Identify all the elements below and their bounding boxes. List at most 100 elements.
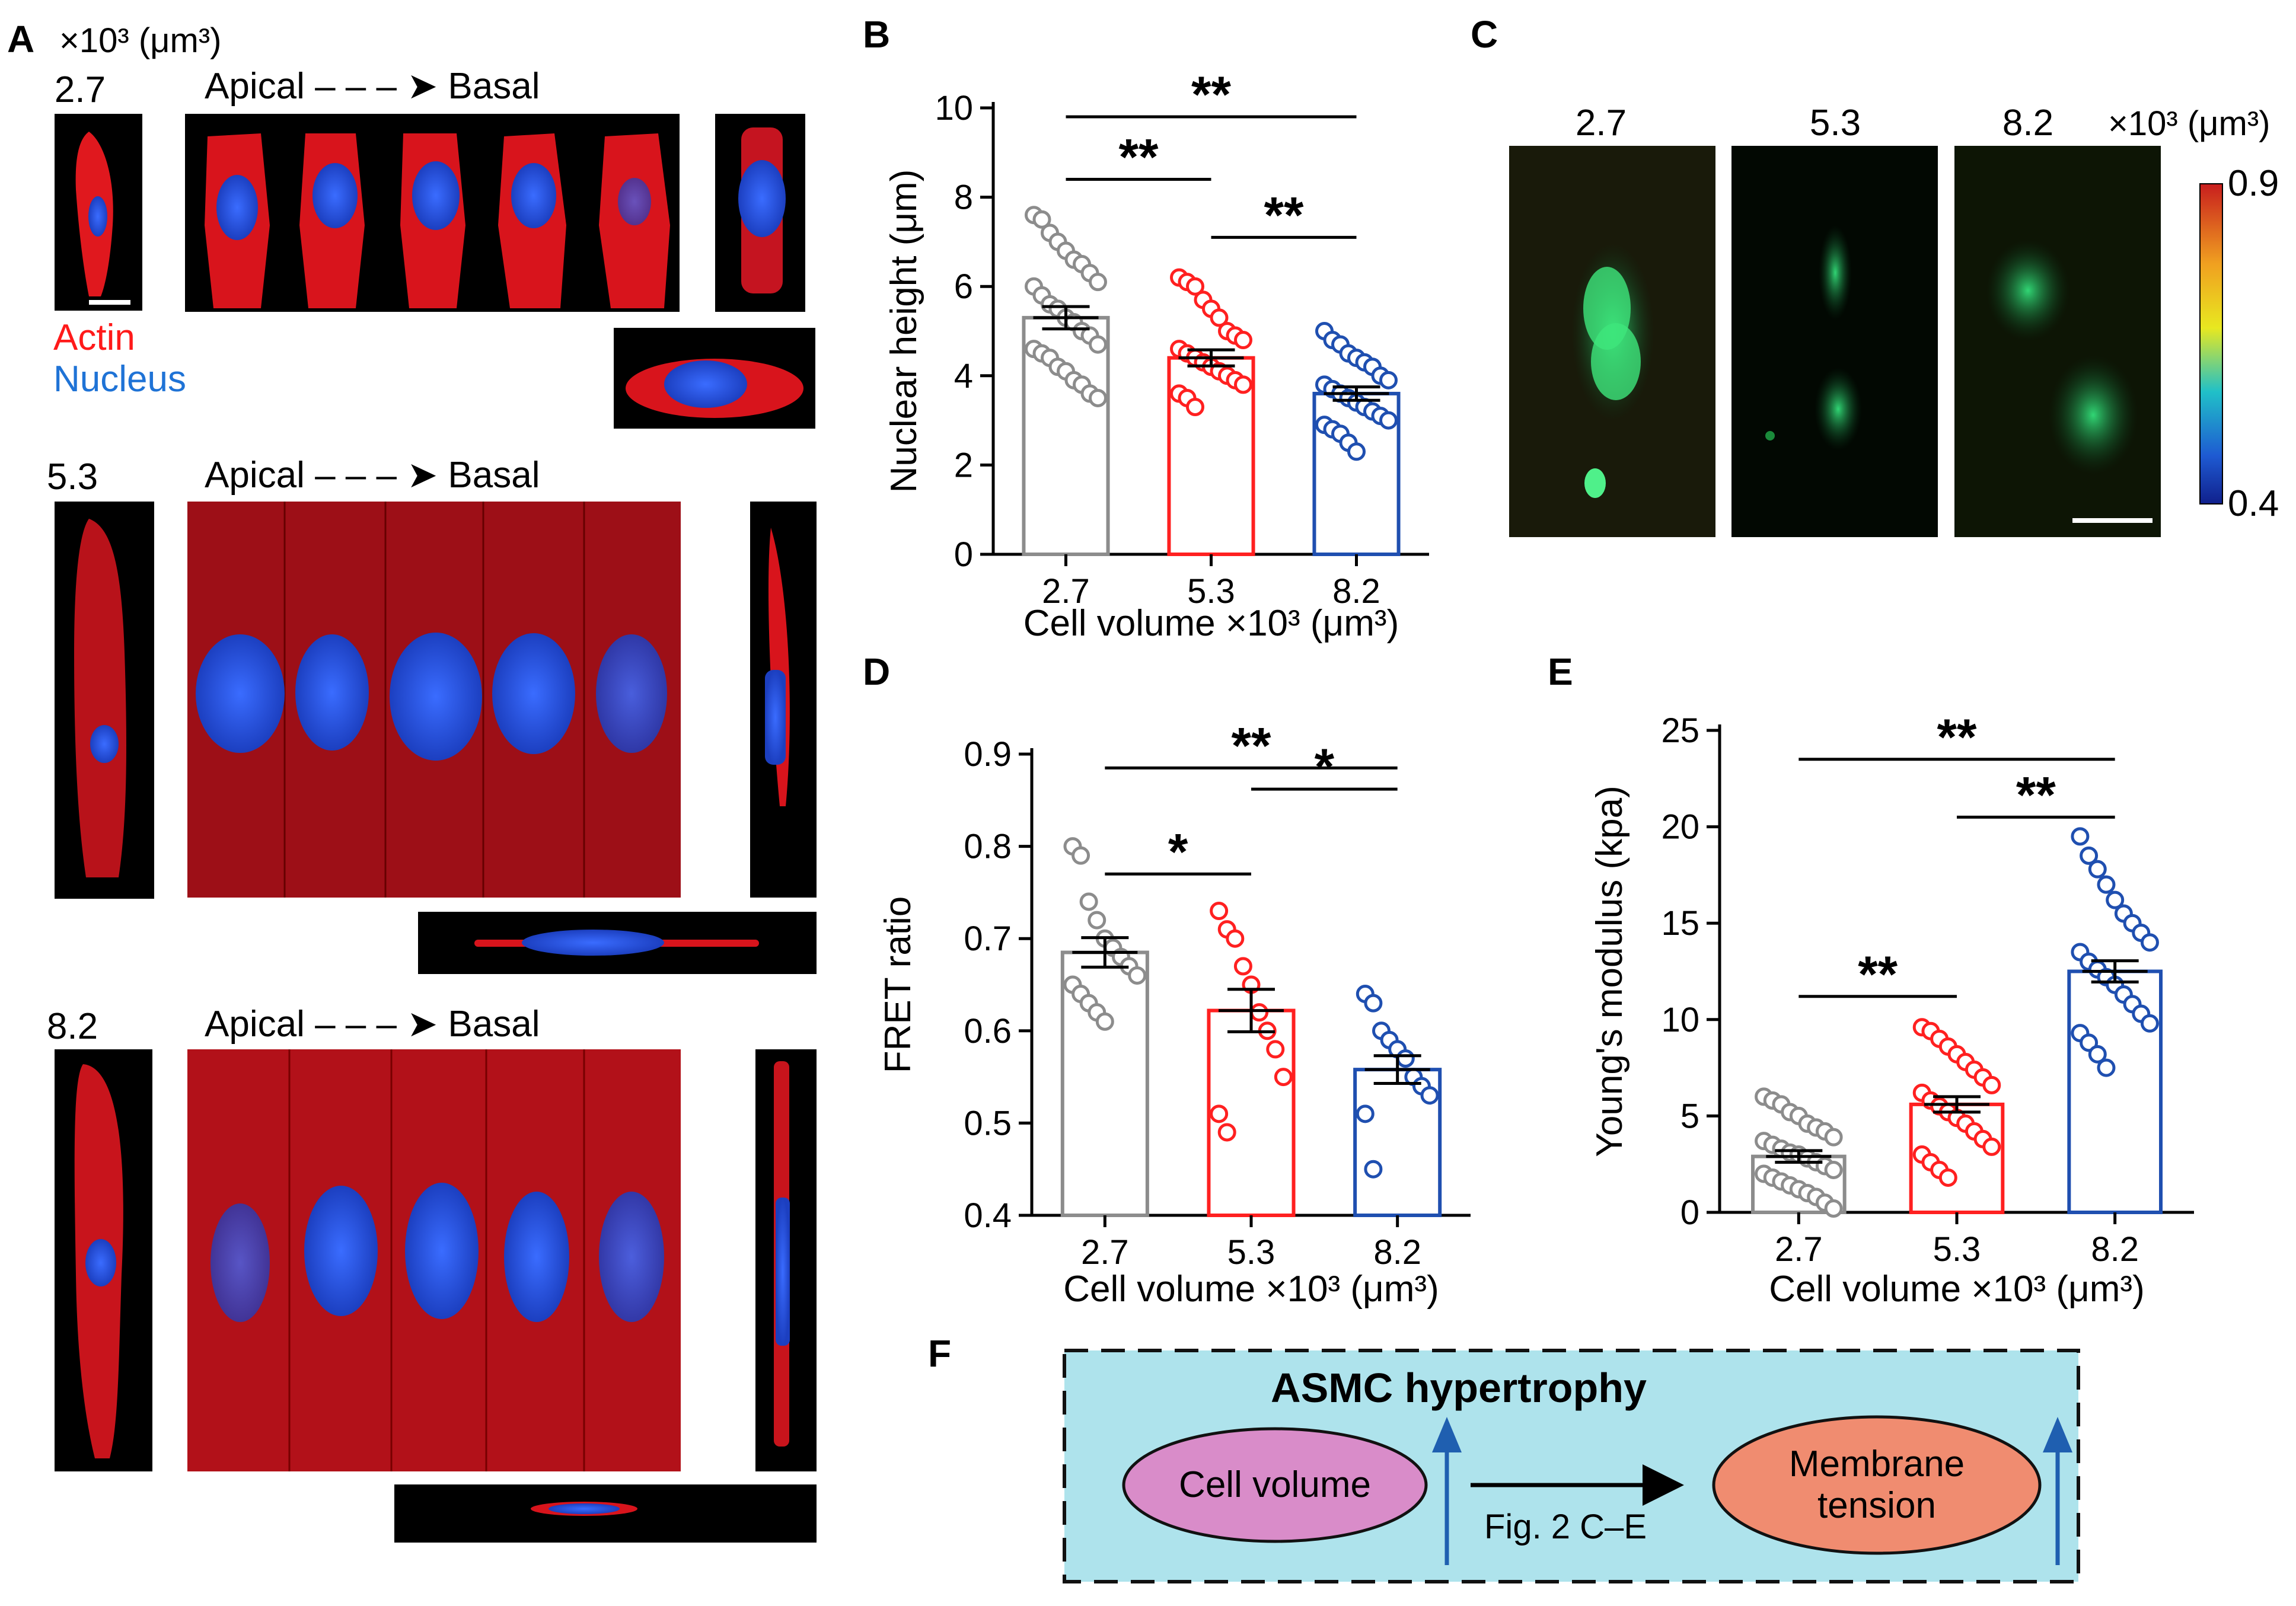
panel-c: C 2.7 5.3 8.2 ×10³ (μm³) 0.9 (1471, 13, 2279, 537)
data-point (1379, 371, 1398, 389)
data-point (1982, 1075, 2001, 1094)
f-arrow-label: Fig. 2 C–E (1484, 1508, 1647, 1546)
panel-b-label: B (863, 13, 890, 56)
y-tick-label: 25 (1661, 711, 1699, 750)
y-tick-label: 4 (954, 357, 973, 395)
data-point (1186, 398, 1205, 417)
x-axis-title: Cell volume ×10³ (μm³) (1023, 603, 1399, 644)
f-right-node-line2: tension (1817, 1485, 1936, 1526)
data-point (1347, 442, 1366, 461)
a-row-1-whole-cell (55, 114, 142, 311)
f-right-node (1712, 1415, 2042, 1555)
data-point (1356, 1104, 1375, 1123)
a-row-3: 8.2 Apical – – – ➤ Basal (47, 1004, 817, 1543)
y-axis-title: Young's modulus (kpa) (1589, 786, 1630, 1157)
data-point (1824, 1128, 1843, 1147)
data-point (2140, 933, 2159, 952)
a-row-2-volume: 5.3 (47, 456, 98, 497)
data-point (2088, 860, 2107, 879)
y-tick-label: 0 (1680, 1193, 1699, 1232)
chart-b: B 0 2 4 6 8 10 Nuclear height (μm) 2.7 5.3 8.2 ** *… (863, 13, 1429, 644)
a-row-3-zstack (187, 1049, 681, 1471)
data-point (1274, 1068, 1293, 1087)
y-tick-label: 0.9 (964, 735, 1012, 774)
panel-c-label: C (1471, 13, 1498, 56)
a-row-1-xz-view (614, 328, 815, 429)
f-title: ASMC hypertrophy (1271, 1365, 1647, 1411)
c-volume-2: 5.3 (1810, 103, 1861, 143)
y-tick-label: 10 (935, 89, 973, 127)
a-row-3-direction: Apical – – – ➤ Basal (205, 1004, 540, 1045)
data-point (2140, 1014, 2159, 1033)
panel-a: A ×10³ (μm³) Actin Nucleus 2.7 Apical – … (7, 18, 817, 1543)
c-volume-3: 8.2 (2002, 103, 2053, 143)
significance-label: ** (1858, 946, 1898, 1003)
data-point (2080, 846, 2099, 865)
data-point (1364, 994, 1383, 1013)
y-tick-label: 0.8 (964, 828, 1012, 866)
a-row-2-side-view (750, 502, 817, 898)
panel-a-unit-label: ×10³ (μm³) (59, 21, 222, 60)
x-tick-label: 5.3 (1187, 572, 1235, 611)
legend-actin: Actin (53, 317, 135, 358)
panel-d-label: D (863, 650, 890, 693)
c-colorbar: 0.9 0.4 (2199, 163, 2279, 524)
data-point (1233, 375, 1252, 394)
significance-label: ** (1191, 66, 1231, 123)
a-row-3-side-view (755, 1049, 817, 1471)
data-point (1128, 966, 1147, 985)
data-point (2106, 890, 2125, 909)
x-tick-label: 5.3 (1933, 1230, 1981, 1269)
data-point (1266, 1040, 1285, 1059)
c-unit-label: ×10³ (μm³) (2108, 104, 2271, 143)
legend-nucleus: Nucleus (53, 359, 186, 400)
y-axis-title: FRET ratio (878, 896, 919, 1074)
data-point (1210, 1104, 1229, 1123)
y-tick-label: 0.6 (964, 1012, 1012, 1051)
a-row-1-side-view (715, 114, 805, 312)
significance-label: ** (1232, 717, 1271, 774)
data-point (1210, 902, 1229, 921)
data-point (2097, 1058, 2116, 1077)
data-point (1088, 388, 1107, 407)
y-tick-label: 0 (954, 535, 973, 574)
significance-label: * (1315, 739, 1335, 796)
f-left-node-label: Cell volume (1179, 1464, 1371, 1505)
c-image-1 (1509, 146, 1715, 537)
data-point (1938, 1168, 1957, 1187)
data-point (1364, 1160, 1383, 1179)
y-tick-label: 8 (954, 178, 973, 217)
c-volume-1: 2.7 (1576, 103, 1627, 143)
x-axis-title: Cell volume ×10³ (μm³) (1769, 1269, 2144, 1310)
data-point (1420, 1086, 1439, 1105)
a-row-3-whole-cell (55, 1049, 152, 1471)
a-row-1-zstack (185, 114, 680, 312)
data-point (1032, 210, 1051, 229)
y-tick-label: 0.5 (964, 1104, 1012, 1142)
data-point (1186, 277, 1205, 296)
data-point (1088, 335, 1107, 354)
significance-label: ** (1119, 129, 1159, 186)
x-tick-label: 8.2 (1373, 1233, 1421, 1272)
y-tick-label: 6 (954, 267, 973, 306)
f-right-node-line1: Membrane (1789, 1444, 1965, 1484)
c-image-2 (1731, 146, 1938, 537)
significance-label: ** (1264, 187, 1304, 244)
x-axis-title: Cell volume ×10³ (μm³) (1063, 1269, 1439, 1310)
data-point (1072, 846, 1090, 865)
x-tick-label: 2.7 (1775, 1230, 1823, 1269)
data-point (1233, 331, 1252, 350)
a-row-2: 5.3 Apical – – – ➤ Basal (47, 455, 817, 974)
significance-label: ** (2016, 767, 2056, 823)
y-tick-label: 15 (1661, 904, 1699, 943)
data-point (2071, 827, 2090, 846)
a-row-3-volume: 8.2 (47, 1006, 98, 1047)
c-image-3 (1954, 146, 2161, 537)
data-point (1982, 1137, 2001, 1156)
y-tick-label: 2 (954, 446, 973, 484)
y-tick-label: 10 (1661, 1001, 1699, 1039)
f-left-node (1122, 1427, 1428, 1543)
a-row-1-direction: Apical – – – ➤ Basal (205, 66, 540, 107)
data-point (1217, 1123, 1236, 1142)
data-point (1095, 1012, 1114, 1031)
